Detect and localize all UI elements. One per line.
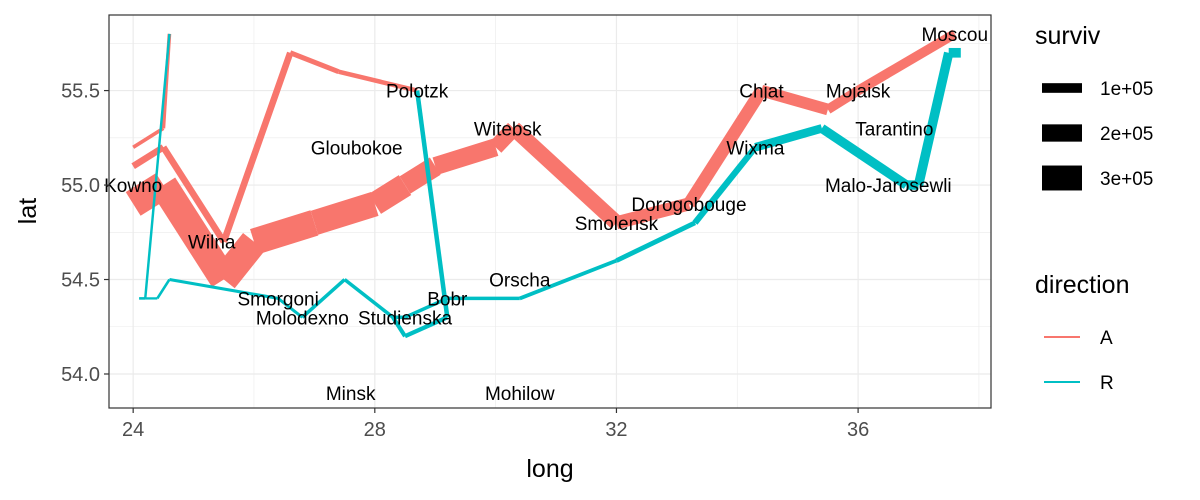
city-label: Smorgoni: [237, 289, 318, 310]
path-segment-A: [825, 86, 861, 114]
legend-color-label: A: [1100, 328, 1113, 349]
y-tick-label: 54.5: [61, 270, 100, 292]
path-segment-R: [819, 124, 910, 189]
city-label: Studienska: [358, 308, 452, 329]
path-segment-R: [414, 90, 450, 318]
path-segment-R: [519, 258, 618, 301]
path-segment-A: [160, 145, 227, 244]
path-segment-A: [759, 84, 830, 116]
march-paths: [125, 29, 961, 339]
city-label: Smolensk: [575, 214, 659, 235]
path-segment-A: [125, 173, 171, 216]
y-axis-title: lat: [14, 198, 42, 224]
legend-size-label: 1e+05: [1100, 79, 1153, 100]
path-segment-A: [289, 50, 340, 75]
city-label: Gloubokoe: [311, 138, 403, 159]
city-label: Tarantino: [855, 119, 933, 140]
panel-border: [108, 14, 992, 409]
panel-background: [109, 15, 991, 408]
legend-size-key: [1042, 124, 1082, 142]
path-segment-A: [132, 126, 165, 149]
path-segment-A: [338, 69, 418, 93]
legend-color-label: R: [1100, 373, 1114, 394]
series-R-group-2: [391, 90, 450, 339]
path-segment-A: [489, 122, 520, 153]
city-label: Mohilow: [485, 384, 555, 405]
city-label: Dorogobouge: [631, 195, 746, 216]
y-tick-label: 55.0: [61, 175, 100, 197]
path-segment-A: [399, 157, 441, 194]
y-tick-label: 54.0: [61, 364, 100, 386]
legend-size-items: 1e+05 2e+05 3e+05: [1042, 79, 1153, 191]
path-segment-R: [144, 33, 171, 299]
path-segment-A: [310, 192, 379, 235]
city-label: Kowno: [104, 176, 162, 197]
y-tick-label: 55.5: [61, 81, 100, 103]
legend-size-key: [1042, 165, 1082, 191]
city-label: Orscha: [489, 271, 551, 292]
path-segment-A: [683, 87, 767, 208]
axes: 24 28 32 36 54.0 54.5 55.0 55.5: [61, 81, 869, 441]
path-segment-R: [343, 278, 395, 319]
city-label: Malo-Jarosewli: [825, 176, 952, 197]
city-label: Bobr: [427, 289, 468, 310]
city-label: Minsk: [326, 384, 376, 405]
city-label: Wilna: [188, 233, 236, 254]
path-segment-R: [615, 220, 697, 263]
path-segment-A: [151, 177, 236, 288]
x-tick-label: 24: [122, 419, 144, 441]
series-A-group-1: [125, 29, 958, 289]
path-segment-R: [301, 278, 346, 319]
legend-size-label: 2e+05: [1100, 124, 1153, 145]
path-segment-R: [692, 145, 758, 225]
series-R-group-3: [139, 33, 171, 300]
path-segment-A: [368, 175, 412, 214]
city-label: Moscou: [921, 25, 988, 46]
x-tick-label: 28: [364, 419, 386, 441]
path-segment-R: [277, 297, 304, 319]
legend-direction-title: direction: [1035, 271, 1130, 299]
path-segment-A: [432, 138, 499, 175]
path-segment-A: [220, 51, 294, 243]
x-tick-label: 32: [605, 419, 627, 441]
city-label: Chjat: [739, 82, 784, 103]
legend-size-label: 3e+05: [1100, 169, 1153, 190]
path-segment-R: [913, 51, 954, 187]
path-segment-R: [404, 296, 449, 319]
city-label: Molodexno: [256, 308, 349, 329]
series-A-group-2: [131, 50, 418, 244]
path-segment-A: [614, 197, 691, 230]
legend-size-key: [1042, 83, 1082, 93]
city-label: Polotzk: [386, 82, 449, 103]
path-segment-R: [156, 278, 171, 300]
x-tick-label: 36: [847, 419, 869, 441]
legend-size-title: surviv: [1035, 22, 1101, 50]
series-R-group-1: [139, 47, 961, 320]
path-segment-R: [404, 315, 449, 339]
legend-color-items: AR: [1044, 328, 1114, 394]
path-segment-A: [855, 29, 958, 95]
path-segment-A: [250, 210, 319, 255]
path-segment-R: [391, 316, 407, 338]
path-segment-R: [169, 278, 279, 300]
path-segment-R: [754, 124, 824, 152]
path-segment-A: [508, 122, 622, 229]
city-label: Wixma: [726, 138, 784, 159]
city-label: Mojaisk: [826, 82, 891, 103]
path-segment-A: [212, 232, 265, 289]
city-label: Witebsk: [474, 119, 542, 140]
x-axis-title: long: [526, 455, 573, 483]
